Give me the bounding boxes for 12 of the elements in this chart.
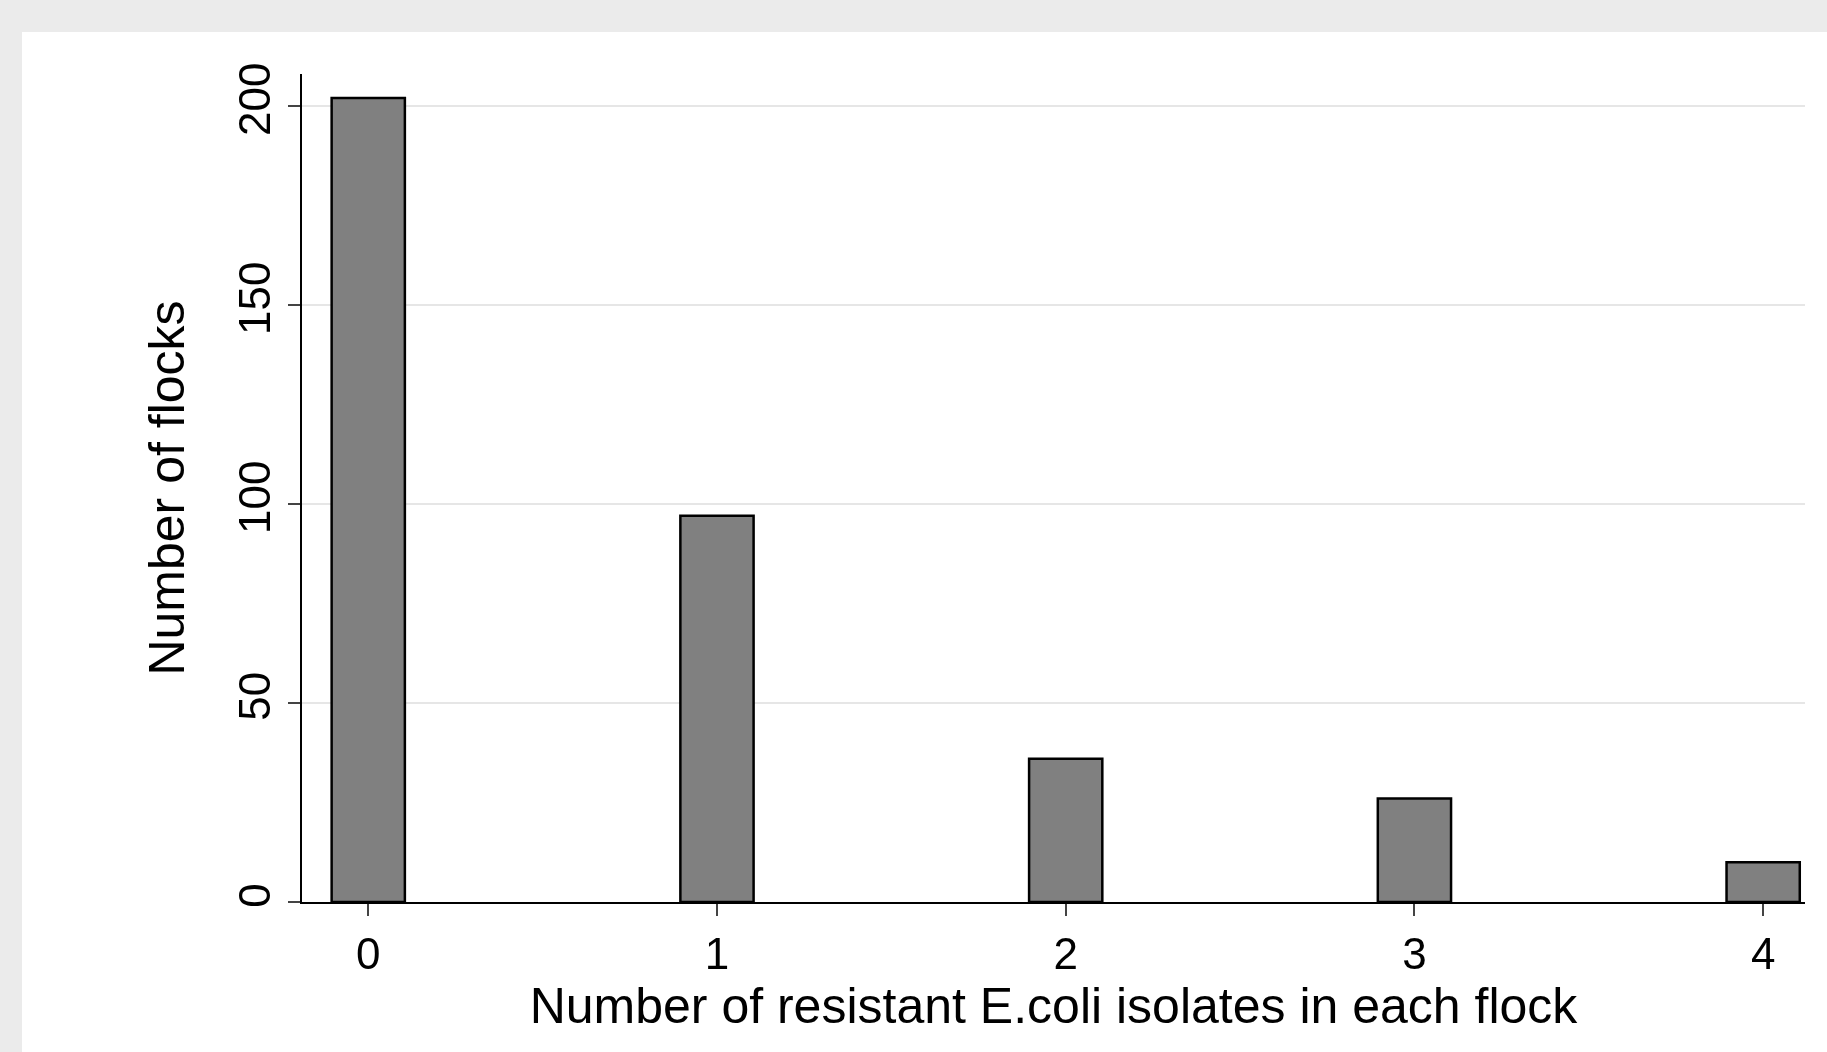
x-axis-title: Number of resistant E.coli isolates in each flock [529, 977, 1579, 1034]
x-tick-label: 0 [356, 928, 381, 978]
y-tick-label: 100 [230, 460, 280, 535]
y-tick-label: 0 [230, 883, 280, 908]
y-tick-label: 150 [230, 261, 280, 335]
y-axis-title: Number of flocks [138, 300, 195, 676]
x-tick-label: 1 [704, 928, 730, 978]
x-tick-label: 2 [1053, 928, 1078, 978]
x-tick-label: 4 [1750, 928, 1776, 978]
y-tick-label: 200 [230, 62, 280, 136]
y-tick-label: 50 [230, 671, 280, 721]
x-tick-label: 3 [1402, 928, 1427, 978]
